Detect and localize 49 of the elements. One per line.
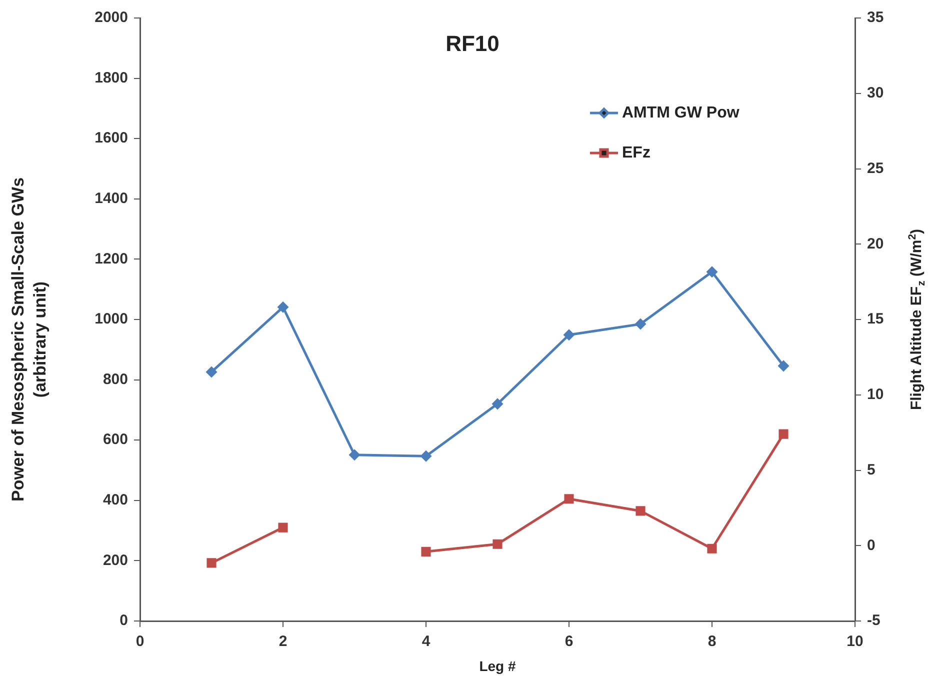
point [278,302,288,312]
point [635,318,646,330]
x-tick-label: 0 [136,633,144,650]
y-tick-label: 1600 [94,130,128,147]
y-tick-label: 1800 [94,69,128,86]
y2-tick-label: 15 [867,310,884,328]
y-tick-label: 1200 [94,250,128,268]
point [564,494,574,504]
legend-label: AMTM GW Pow [622,104,740,122]
legend-label: EFz [622,144,650,162]
point [707,544,717,554]
y2-tick-label: 0 [867,536,876,554]
y2-tick-label: 5 [867,461,876,478]
y2-tick-label: 30 [867,84,884,102]
point [564,330,574,340]
point [206,558,216,568]
y-tick-label: 1400 [94,190,128,208]
y-axis-title: Power of Mesospheric Small-Scale GWs (arbitrary unit) [8,177,50,502]
y2-tick-label: 10 [867,386,884,404]
point [421,546,431,556]
y2-tick-label: 20 [867,235,884,252]
point [349,450,360,460]
y2-tick-label: -5 [867,612,880,630]
y-tick-label: 2000 [94,9,128,26]
y2-tick-label: 35 [867,9,884,26]
y2-tick-label: 25 [867,160,884,177]
x-tick-label: 8 [708,633,716,650]
x-tick-label: 10 [846,633,864,650]
point [636,506,646,516]
y-tick-label: 400 [102,492,128,509]
y2-axis-title: Flight Altitude EFz (W/m2) [906,228,928,410]
y-tick-label: 200 [102,552,128,569]
point [492,398,503,410]
x-tick-label: 4 [422,633,431,650]
point [206,366,217,378]
y-tick-label: 600 [102,431,128,448]
x-tick-label: 2 [278,633,288,650]
point [778,429,788,439]
point [778,360,789,372]
y-tick-label: 800 [102,370,128,388]
point [706,266,718,278]
point [492,539,502,549]
text: RF10 [446,31,500,56]
y-tick-label: 0 [120,612,128,630]
point [420,450,432,462]
x-tick-label: 6 [564,633,574,650]
x-axis-title: Leg # [479,658,516,674]
y-tick-label: 1000 [94,310,128,328]
point [278,522,288,532]
